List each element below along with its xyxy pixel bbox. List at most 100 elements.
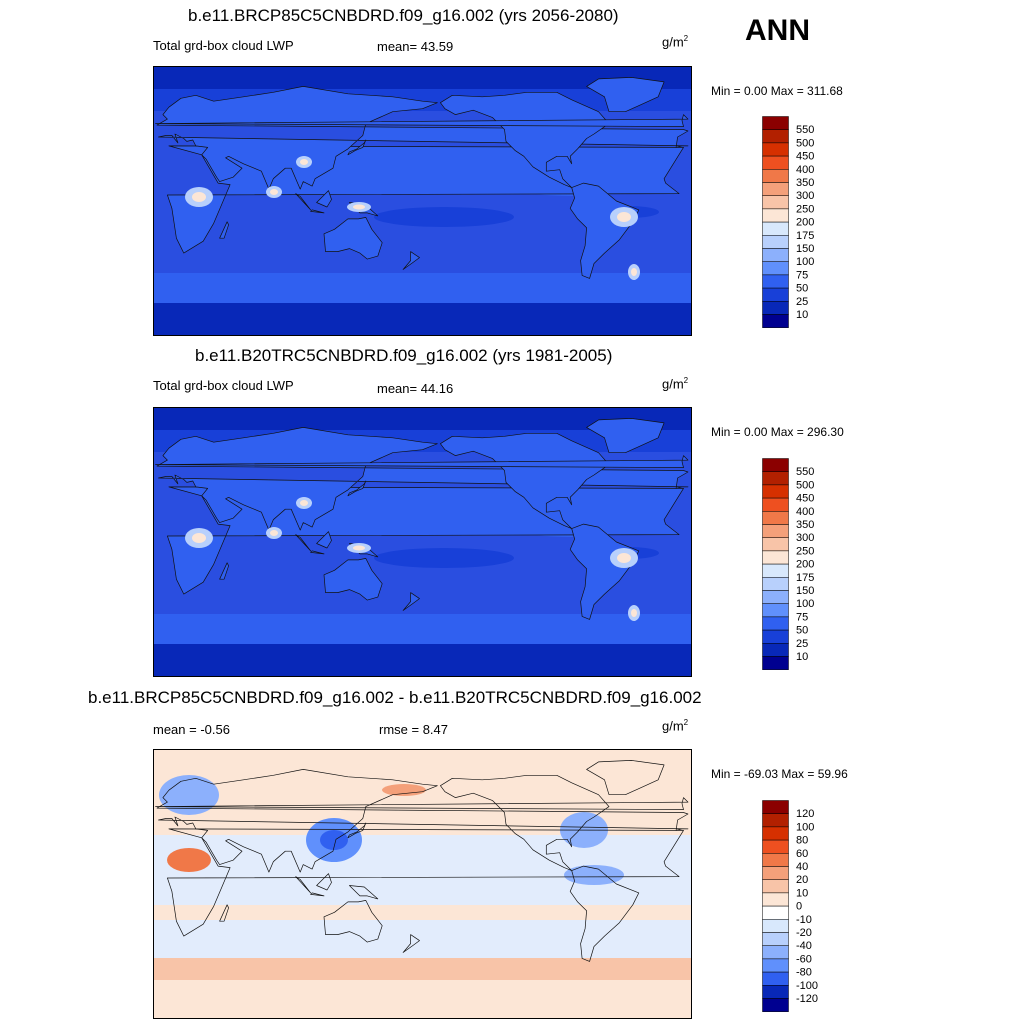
colorbar-swatch xyxy=(762,169,789,183)
colorbar-swatch xyxy=(762,537,789,552)
world-map-panel xyxy=(153,407,692,677)
colorbar-swatch xyxy=(762,629,789,644)
coastline xyxy=(402,251,420,270)
colorbar-tick-label: 200 xyxy=(796,559,814,571)
panel-minmax: Min = 0.00 Max = 296.30 xyxy=(711,425,844,439)
colorbar-swatch xyxy=(762,301,789,315)
coastline xyxy=(155,455,689,468)
colorbar-tick-label: 300 xyxy=(796,190,814,202)
coastline xyxy=(440,432,610,529)
colorbar-swatch xyxy=(762,142,789,157)
colorbar-swatch xyxy=(762,155,789,170)
world-map-panel xyxy=(153,749,692,1019)
coastline xyxy=(440,774,610,871)
colorbar-tick-label: 550 xyxy=(796,466,814,478)
colorbar-tick-label: 350 xyxy=(796,519,814,531)
colorbar-swatch xyxy=(762,484,789,499)
colorbar-swatch xyxy=(762,998,789,1012)
colorbar-swatch xyxy=(762,826,789,841)
coastline xyxy=(310,892,325,897)
colorbar-tick-label: 250 xyxy=(796,545,814,557)
coastline xyxy=(219,221,229,239)
colorbar-swatch xyxy=(762,497,789,512)
colorbar-swatch xyxy=(762,866,789,880)
colorbar: 550 500 450 400 350 300 250 200 175 150 100 75 50 25 1… xyxy=(762,116,852,330)
coastline xyxy=(347,139,367,156)
colorbar-tick-label: 100 xyxy=(796,598,814,610)
coastline xyxy=(402,934,420,953)
colorbar-swatch xyxy=(762,603,789,618)
colorbar-swatch xyxy=(762,314,789,328)
colorbar-swatch xyxy=(762,511,789,525)
coastline xyxy=(316,531,332,549)
colorbar-swatch xyxy=(762,985,789,999)
colorbar-swatch xyxy=(762,800,789,814)
colorbar-swatch xyxy=(762,919,789,933)
coastline xyxy=(349,885,379,900)
panel-units: g/m2 xyxy=(662,718,689,734)
panel-title: b.e11.BRCP85C5CNBDRD.f09_g16.002 (yrs 20… xyxy=(188,6,619,25)
colorbar-swatch xyxy=(762,471,789,486)
coastline xyxy=(156,769,689,873)
colorbar-tick-label: 250 xyxy=(796,203,814,215)
colorbar-swatch xyxy=(762,932,789,946)
colorbar-swatch xyxy=(762,656,789,670)
colorbar-swatch xyxy=(762,853,789,867)
coastline xyxy=(569,182,640,279)
coastline xyxy=(347,480,367,497)
colorbar: 550 500 450 400 350 300 250 200 175 150 100 75 50 25 1… xyxy=(762,458,852,672)
colorbar-tick-label: -100 xyxy=(796,980,818,992)
colorbar-swatch xyxy=(762,287,789,302)
colorbar-swatch xyxy=(762,590,789,604)
coastline xyxy=(402,592,420,611)
colorbar-swatch xyxy=(762,524,789,538)
coastline xyxy=(569,865,640,962)
coastline xyxy=(323,900,383,943)
coastline xyxy=(295,193,311,211)
coastline xyxy=(440,91,610,188)
colorbar-swatch xyxy=(762,116,789,130)
colorbar-tick-label: 100 xyxy=(796,821,814,833)
coastline xyxy=(155,797,689,810)
colorbar-tick-label: -40 xyxy=(796,940,812,952)
colorbar-tick-label: 20 xyxy=(796,874,808,886)
colorbar-tick-label: 25 xyxy=(796,638,808,650)
colorbar-swatch xyxy=(762,945,789,960)
colorbar-tick-label: 0 xyxy=(796,901,802,913)
colorbar-tick-label: 200 xyxy=(796,217,814,229)
panel-rmse-label: rmse = 8.47 xyxy=(379,722,449,737)
colorbar-tick-label: -120 xyxy=(796,993,818,1005)
colorbar-swatch xyxy=(762,182,789,196)
colorbar-swatch xyxy=(762,971,789,986)
colorbar-swatch xyxy=(762,274,789,289)
colorbar-swatch xyxy=(762,248,789,262)
coastline xyxy=(323,217,383,260)
colorbar-tick-label: 100 xyxy=(796,256,814,268)
colorbar-tick-label: 175 xyxy=(796,572,814,584)
coastline xyxy=(316,873,332,891)
panel-minmax: Min = 0.00 Max = 311.68 xyxy=(711,84,843,98)
coastline xyxy=(295,876,311,894)
colorbar-swatch xyxy=(762,577,789,591)
coastline xyxy=(316,190,332,208)
colorbar-swatch xyxy=(762,958,789,973)
colorbar-tick-label: 500 xyxy=(796,479,814,491)
colorbar-tick-label: 300 xyxy=(796,532,814,544)
colorbar-swatch xyxy=(762,813,789,828)
colorbar-tick-label: 500 xyxy=(796,137,814,149)
coastline xyxy=(219,904,229,922)
colorbar-tick-label: 50 xyxy=(796,283,808,295)
colorbar-tick-label: -80 xyxy=(796,967,812,979)
colorbar-swatch xyxy=(762,458,789,472)
coastline xyxy=(569,523,640,620)
colorbar-tick-label: 40 xyxy=(796,861,808,873)
panel-minmax: Min = -69.03 Max = 59.96 xyxy=(711,767,848,781)
colorbar-swatch xyxy=(762,563,789,578)
colorbar-tick-label: 400 xyxy=(796,506,814,518)
panel-mean-label: mean = -0.56 xyxy=(153,722,230,737)
coastline xyxy=(323,558,383,601)
colorbar-swatch xyxy=(762,195,789,210)
colorbar-tick-label: 450 xyxy=(796,493,814,505)
colorbar-tick-label: -60 xyxy=(796,953,812,965)
colorbar-tick-label: -10 xyxy=(796,914,812,926)
